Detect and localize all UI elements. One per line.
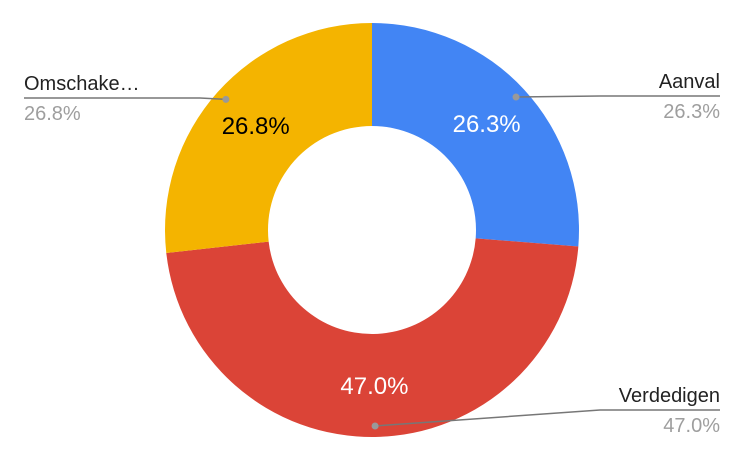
legend-value: 26.3% bbox=[663, 101, 720, 123]
leader-dot bbox=[222, 95, 230, 103]
leader-line bbox=[375, 409, 720, 427]
leader-line bbox=[24, 97, 226, 101]
slice bbox=[165, 23, 372, 254]
slice-label: 47.0% bbox=[340, 373, 408, 400]
slice-label: 26.3% bbox=[453, 111, 521, 138]
slice-label: 26.8% bbox=[222, 113, 290, 140]
leader-line bbox=[516, 95, 720, 98]
leader-dot bbox=[512, 93, 520, 101]
legend-label: Omschake… bbox=[24, 73, 140, 95]
legend-label: Verdedigen bbox=[619, 385, 720, 407]
slice bbox=[372, 23, 579, 247]
legend-label: Aanval bbox=[659, 71, 720, 93]
legend-value: 26.8% bbox=[24, 103, 81, 125]
legend-value: 47.0% bbox=[663, 415, 720, 437]
slice bbox=[166, 238, 579, 438]
leader-dot bbox=[371, 422, 379, 430]
